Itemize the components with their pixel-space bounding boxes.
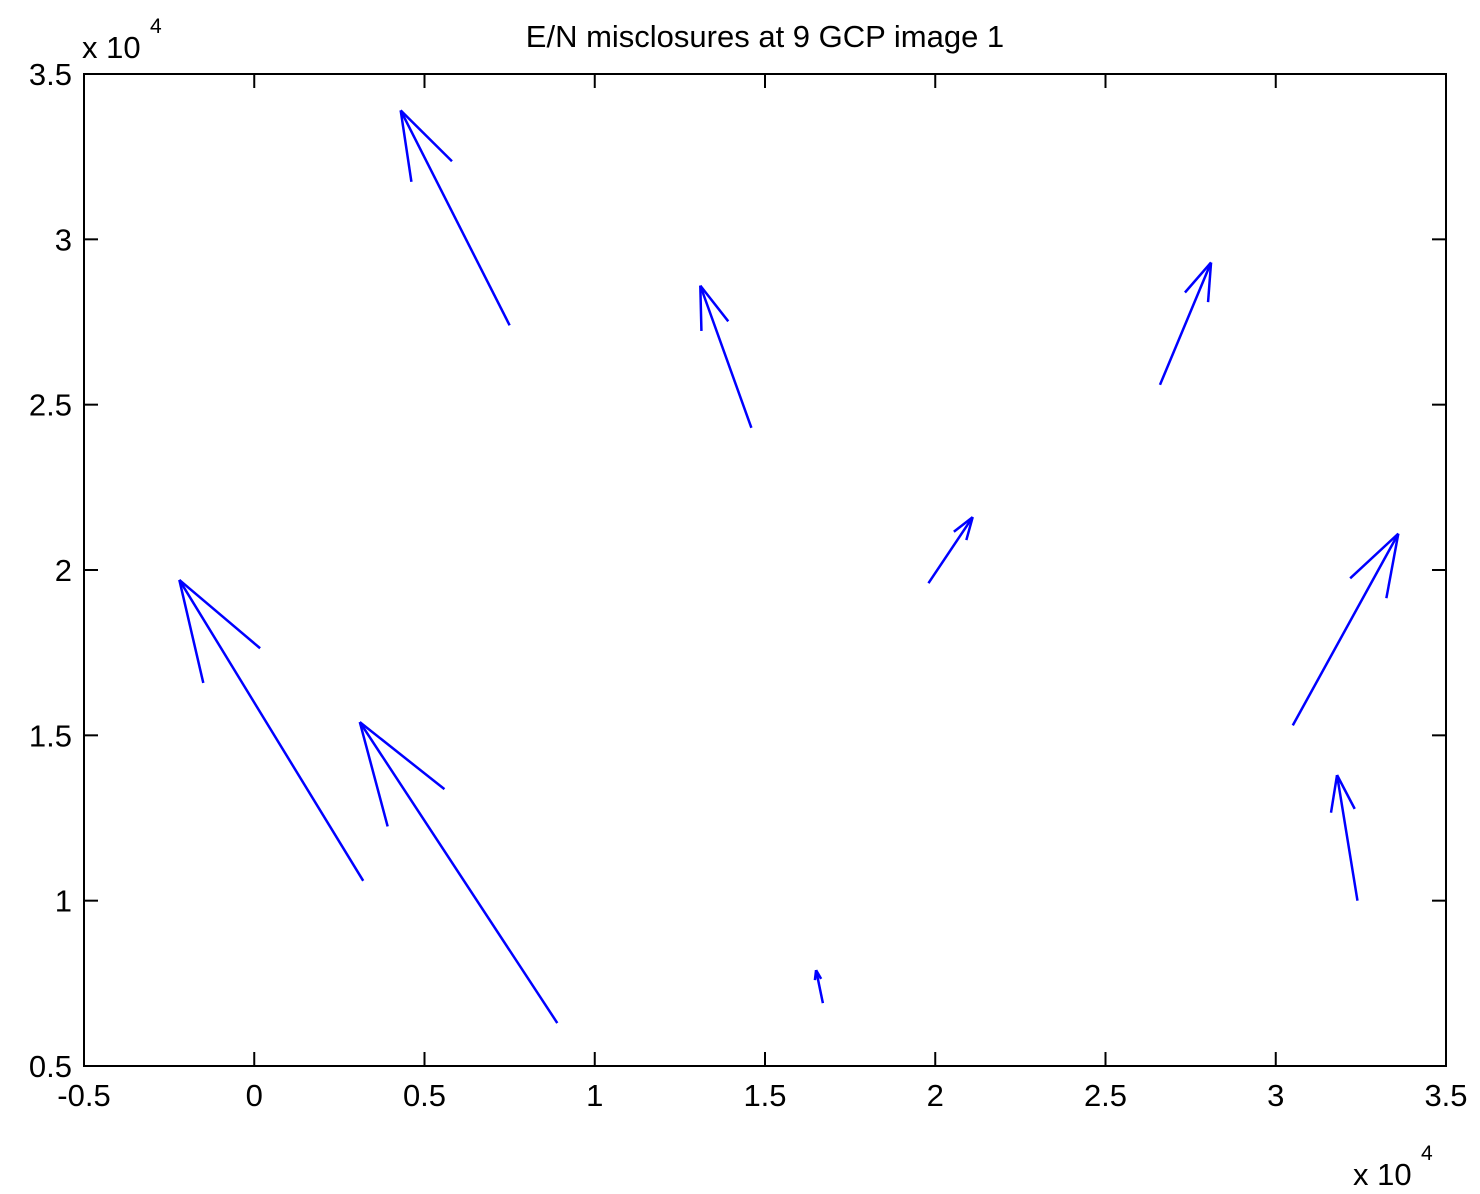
- misclosure-arrow: [1291, 532, 1400, 727]
- y-axis: 0.5 1 1.5 2 2.5 3 3.5: [29, 57, 1446, 1084]
- misclosure-arrow: [1158, 261, 1213, 386]
- arrow-head: [699, 285, 703, 331]
- arrow-head: [178, 579, 205, 684]
- chart-title: E/N misclosures at 9 GCP image 1: [526, 19, 1004, 54]
- arrow-shaft: [814, 969, 825, 1004]
- y-multiplier-base: x 10: [82, 30, 141, 65]
- y-axis-multiplier: x 10 4: [82, 15, 162, 65]
- misclosure-arrow: [1329, 774, 1359, 901]
- arrow-head: [399, 109, 453, 163]
- y-tick-label: 1.5: [29, 718, 72, 753]
- x-tick-label: 2: [927, 1078, 944, 1113]
- arrow-head: [1329, 774, 1339, 813]
- x-tick-label: 3.5: [1424, 1078, 1467, 1113]
- arrow-shaft: [358, 721, 559, 1024]
- misclosure-arrow: [178, 578, 365, 882]
- arrow-shaft: [399, 109, 511, 326]
- misclosure-arrow: [358, 721, 559, 1024]
- misclosure-arrow: [399, 109, 511, 326]
- arrow-shaft: [1335, 774, 1359, 901]
- y-tick-label: 1: [55, 884, 72, 919]
- x-tick-label: 1: [586, 1078, 603, 1113]
- arrow-shaft: [178, 579, 365, 882]
- arrow-head: [359, 721, 446, 791]
- arrow-head: [1335, 774, 1356, 810]
- y-tick-label: 2.5: [29, 388, 72, 423]
- arrow-head: [699, 284, 730, 323]
- misclosure-arrow: [813, 969, 825, 1004]
- misclosure-arrow: [699, 284, 753, 429]
- x-tick-label: 2.5: [1084, 1078, 1127, 1113]
- x-multiplier-exponent: 4: [1421, 1142, 1433, 1165]
- misclosure-arrow: [927, 516, 974, 584]
- arrow-shaft: [699, 285, 753, 429]
- x-axis-multiplier: x 10 4: [1353, 1142, 1433, 1192]
- y-tick-label: 0.5: [29, 1049, 72, 1084]
- x-axis: -0.5 0 0.5 1 1.5 2 2.5 3 3.5: [57, 74, 1468, 1113]
- y-tick-label: 3: [55, 222, 72, 257]
- arrow-head: [178, 578, 261, 650]
- arrow-head: [358, 721, 389, 827]
- y-tick-label: 3.5: [29, 57, 72, 92]
- y-multiplier-exponent: 4: [150, 15, 162, 38]
- arrow-head: [953, 516, 974, 533]
- arrow-series: [178, 109, 1400, 1024]
- x-tick-label: 0: [246, 1078, 263, 1113]
- arrow-shaft: [1158, 261, 1213, 386]
- arrow-head: [1184, 261, 1212, 294]
- y-tick-label: 2: [55, 553, 72, 588]
- arrow-head: [1206, 262, 1213, 303]
- x-tick-label: -0.5: [57, 1078, 110, 1113]
- arrow-shaft: [927, 516, 974, 584]
- arrow-head: [1385, 533, 1400, 599]
- arrow-head: [399, 110, 413, 183]
- x-tick-label: 0.5: [403, 1078, 446, 1113]
- x-multiplier-base: x 10: [1353, 1157, 1412, 1192]
- arrow-head: [965, 516, 974, 541]
- arrow-shaft: [1291, 533, 1400, 727]
- x-tick-label: 1.5: [743, 1078, 786, 1113]
- arrow-head: [813, 969, 818, 981]
- x-tick-label: 3: [1267, 1078, 1284, 1113]
- arrow-head: [1349, 532, 1400, 580]
